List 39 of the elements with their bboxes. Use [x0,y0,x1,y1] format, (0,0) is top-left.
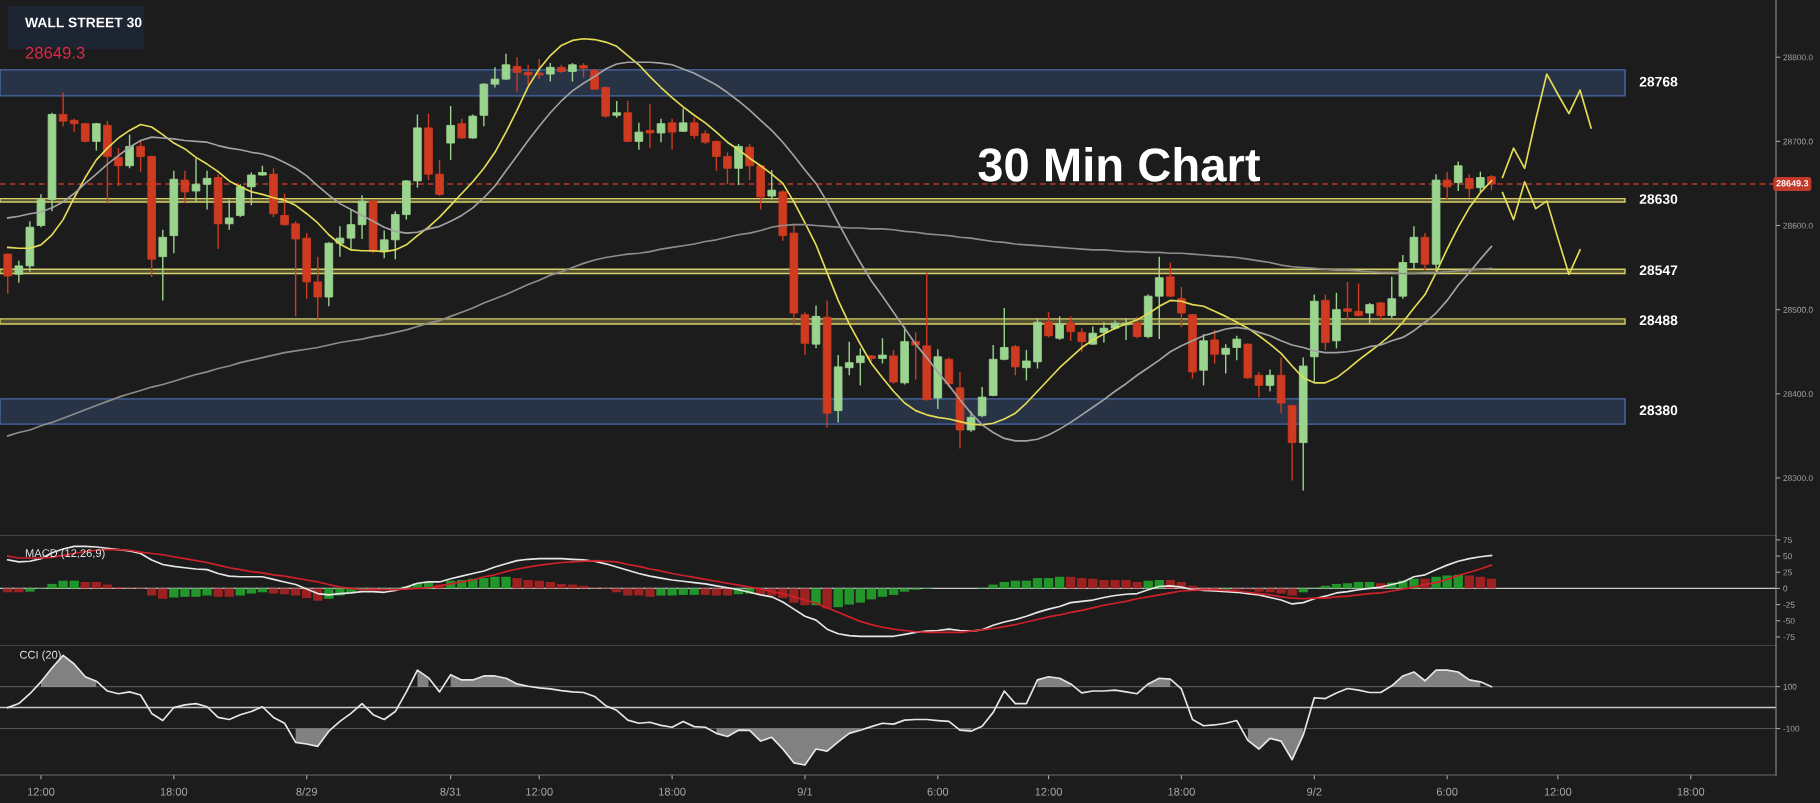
y-tick-label: 28700.0 [1783,138,1813,145]
x-tick-label: 18:00 [1677,787,1705,796]
y-tick-label: -50 [1783,617,1795,624]
y-tick-label: -100 [1783,725,1800,732]
band-label: 28488 [1639,315,1678,326]
band-label: 28768 [1639,76,1678,87]
y-tick-label: 28300.0 [1783,475,1813,482]
x-tick-label: 8/31 [440,787,461,796]
y-tick-label: -75 [1783,634,1795,641]
y-tick-label: 100 [1783,683,1797,690]
text: WALL STREET 30 [25,17,142,28]
y-tick-label: 28400.0 [1783,391,1813,397]
x-tick-label: 18:00 [160,787,188,796]
x-tick-label: 9/2 [1307,787,1322,796]
x-tick-label: 8/29 [296,787,317,796]
x-tick-label: 6:00 [1436,787,1458,796]
band-label: 28630 [1639,194,1678,205]
y-tick-label: 0 [1783,585,1788,592]
band-label: 28380 [1639,405,1678,416]
x-tick-label: 12:00 [1035,787,1063,796]
ref-line-label: 28649.3 [1776,180,1809,187]
y-tick-label: 25 [1783,569,1792,576]
y-tick-label: 28800.0 [1783,54,1813,61]
y-tick-label: -25 [1783,601,1795,608]
x-tick-label: 12:00 [526,787,553,796]
x-tick-label: 18:00 [659,787,686,796]
band-label: 28547 [1639,265,1678,276]
y-tick-label: 75 [1783,537,1792,543]
y-tick-label: 28500.0 [1783,306,1813,313]
y-tick-label: 50 [1783,553,1792,560]
chart-title: CCI (20) [20,650,61,661]
x-tick-label: 9/1 [797,787,813,796]
x-tick-label: 12:00 [1544,787,1572,796]
x-tick-label: 12:00 [27,787,55,796]
annotation: 30 Min Chart [978,146,1260,182]
x-tick-label: 6:00 [927,787,949,796]
text: 28649.3 [25,46,85,59]
x-tick-label: 18:00 [1168,787,1195,796]
y-tick-label: 28600.0 [1783,222,1813,229]
